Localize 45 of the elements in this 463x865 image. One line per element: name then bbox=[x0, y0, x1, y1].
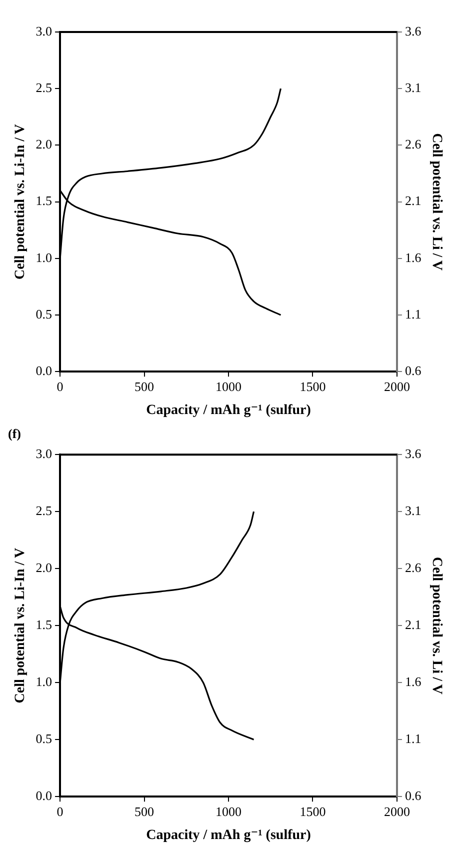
y-tick-label: 2.0 bbox=[36, 560, 52, 576]
x-tick-label: 500 bbox=[134, 804, 154, 819]
x-tick-label: 1000 bbox=[216, 378, 242, 394]
y-tick-label: 2.5 bbox=[36, 80, 52, 96]
y2-tick-label: 3.1 bbox=[404, 80, 422, 96]
y-tick-label: 1.0 bbox=[36, 250, 52, 265]
y2-tick-label: 3.6 bbox=[404, 23, 422, 38]
x-tick-label: 0 bbox=[56, 378, 64, 394]
y2-axis-title: Cell potential vs. Li / V bbox=[428, 556, 444, 694]
x-tick-label: 1500 bbox=[300, 804, 326, 819]
y-tick-label: 0.5 bbox=[36, 306, 52, 322]
y-tick-label: 2.5 bbox=[36, 503, 52, 518]
y-tick-label: 0.0 bbox=[36, 788, 52, 804]
x-tick-label: 1500 bbox=[300, 378, 326, 394]
x-tick-label: 500 bbox=[134, 378, 154, 394]
y2-tick-label: 1.6 bbox=[404, 674, 422, 690]
y2-tick-label: 3.6 bbox=[404, 446, 422, 462]
chart-title: (f) bbox=[8, 426, 21, 442]
y-tick-label: 0.0 bbox=[36, 363, 52, 378]
x-tick-label: 2000 bbox=[384, 804, 410, 819]
y-axis-title: Cell potential vs. Li-In / V bbox=[13, 548, 28, 704]
x-tick-label: 0 bbox=[56, 804, 64, 819]
y-tick-label: 1.0 bbox=[36, 674, 52, 690]
x-axis-title: Capacity / mAh g⁻¹ (sulfur) bbox=[146, 403, 312, 418]
y2-tick-label: 2.1 bbox=[404, 193, 422, 208]
y2-tick-label: 2.6 bbox=[404, 136, 422, 152]
y-tick-label: 1.5 bbox=[36, 617, 52, 632]
y2-tick-label: 0.6 bbox=[404, 363, 422, 378]
x-tick-label: 1000 bbox=[216, 804, 242, 819]
y2-tick-label: 1.1 bbox=[404, 306, 422, 322]
y-tick-label: 0.5 bbox=[36, 731, 52, 746]
y2-tick-label: 1.1 bbox=[404, 731, 422, 746]
y2-tick-label: 3.1 bbox=[404, 503, 422, 518]
y-tick-label: 2.0 bbox=[36, 136, 52, 152]
y-tick-label: 3.0 bbox=[36, 23, 52, 38]
y2-axis-title: Cell potential vs. Li / V bbox=[428, 133, 444, 271]
y2-tick-label: 1.6 bbox=[404, 250, 422, 265]
y2-tick-label: 2.1 bbox=[404, 617, 422, 632]
y2-tick-label: 2.6 bbox=[404, 560, 422, 576]
y-axis-title: Cell potential vs. Li-In / V bbox=[13, 124, 28, 280]
x-axis-title: Capacity / mAh g⁻¹ (sulfur) bbox=[146, 828, 312, 844]
x-tick-label: 2000 bbox=[384, 378, 410, 394]
y-tick-label: 3.0 bbox=[36, 446, 52, 462]
y2-tick-label: 0.6 bbox=[404, 788, 422, 804]
y-tick-label: 1.5 bbox=[36, 193, 52, 208]
